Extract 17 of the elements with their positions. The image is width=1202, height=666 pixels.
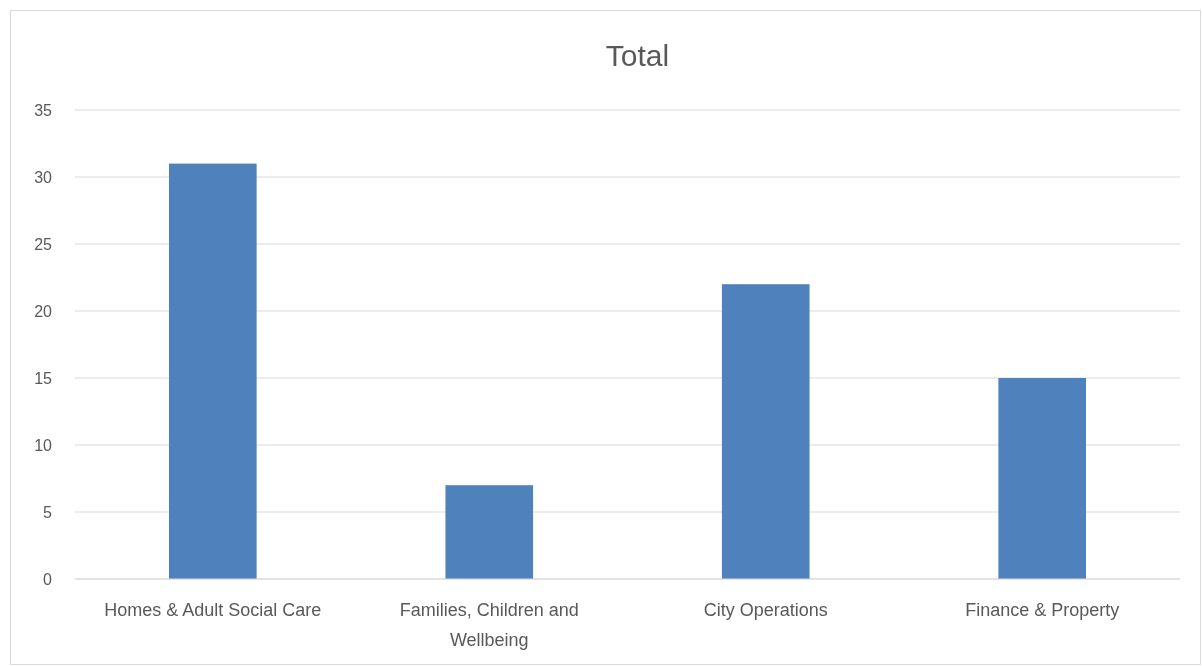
y-tick-label: 25	[34, 235, 53, 253]
x-tick-label: City Operations	[703, 600, 828, 620]
y-tick-label: 10	[34, 436, 53, 454]
x-tick-label: Homes & Adult Social Care	[104, 600, 322, 620]
bar	[169, 163, 257, 579]
y-tick-label: 0	[43, 570, 53, 588]
x-tick-label: Finance & Property	[965, 600, 1120, 620]
bar	[445, 485, 534, 579]
y-tick-label: 30	[34, 168, 53, 186]
bar	[721, 284, 810, 579]
y-tick-label: 35	[34, 101, 53, 119]
y-tick-label: 20	[34, 302, 53, 320]
bar	[998, 378, 1087, 579]
x-tick-label: Families, Children and Wellbeing	[399, 600, 579, 650]
y-tick-label: 15	[34, 369, 53, 387]
chart-title: Total	[605, 39, 670, 72]
y-tick-label: 5	[43, 503, 53, 521]
